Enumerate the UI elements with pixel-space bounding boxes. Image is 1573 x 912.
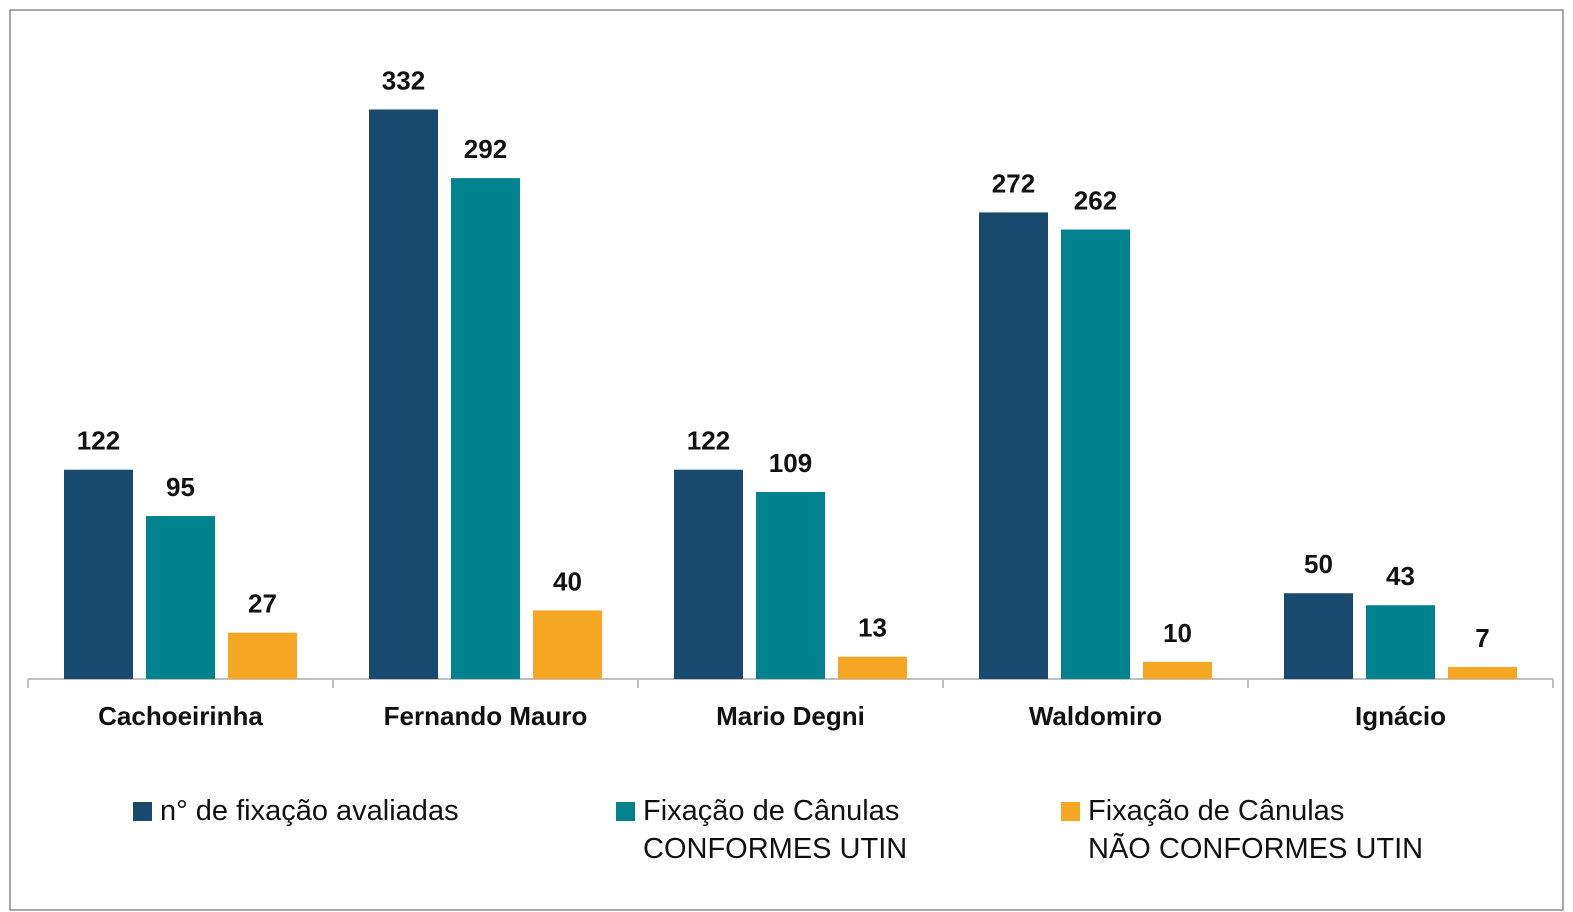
bar	[64, 469, 133, 679]
value-label: 40	[553, 566, 582, 596]
bar	[1284, 593, 1353, 679]
legend-item: Fixação de Cânulas CONFORMES UTIN	[616, 792, 907, 868]
bar	[1448, 666, 1517, 679]
bar	[533, 610, 602, 679]
value-label: 262	[1074, 186, 1117, 216]
value-label: 292	[464, 134, 507, 164]
bar	[1143, 661, 1212, 679]
bar	[1366, 605, 1435, 679]
value-label: 95	[166, 472, 195, 502]
bar	[146, 516, 215, 679]
value-label: 13	[858, 613, 887, 643]
value-label: 109	[769, 448, 812, 478]
x-tick-label: Ignácio	[1355, 701, 1446, 731]
legend-item: n° de fixação avaliadas	[133, 792, 459, 830]
value-label: 27	[248, 589, 277, 619]
legend-label: n° de fixação avaliadas	[160, 795, 459, 827]
value-label: 10	[1163, 618, 1192, 648]
legend-swatch	[1061, 802, 1080, 821]
value-label: 122	[77, 426, 120, 456]
bar	[756, 492, 825, 679]
value-label: 122	[687, 426, 730, 456]
x-tick-label: Mario Degni	[716, 701, 865, 731]
legend-label: Fixação de Cânulas NÃO CONFORMES UTIN	[1088, 795, 1424, 865]
bar	[1061, 229, 1130, 680]
value-label: 50	[1304, 549, 1333, 579]
legend-swatch	[616, 802, 635, 821]
legend-label: Fixação de Cânulas CONFORMES UTIN	[643, 795, 908, 865]
x-tick-label: Cachoeirinha	[98, 701, 263, 731]
legend-swatch	[133, 802, 152, 821]
bar	[838, 656, 907, 679]
bar	[451, 178, 520, 679]
x-tick-label: Waldomiro	[1029, 701, 1162, 731]
value-label: 43	[1386, 561, 1415, 591]
bar	[979, 212, 1048, 679]
legend-item: Fixação de Cânulas NÃO CONFORMES UTIN	[1061, 792, 1423, 868]
value-label: 332	[382, 65, 425, 95]
bar	[369, 109, 438, 679]
chart-frame	[9, 9, 1564, 911]
x-tick-label: Fernando Mauro	[384, 701, 588, 731]
value-label: 272	[992, 168, 1035, 198]
bar	[228, 632, 297, 679]
bar	[674, 469, 743, 679]
value-label: 7	[1475, 623, 1489, 653]
